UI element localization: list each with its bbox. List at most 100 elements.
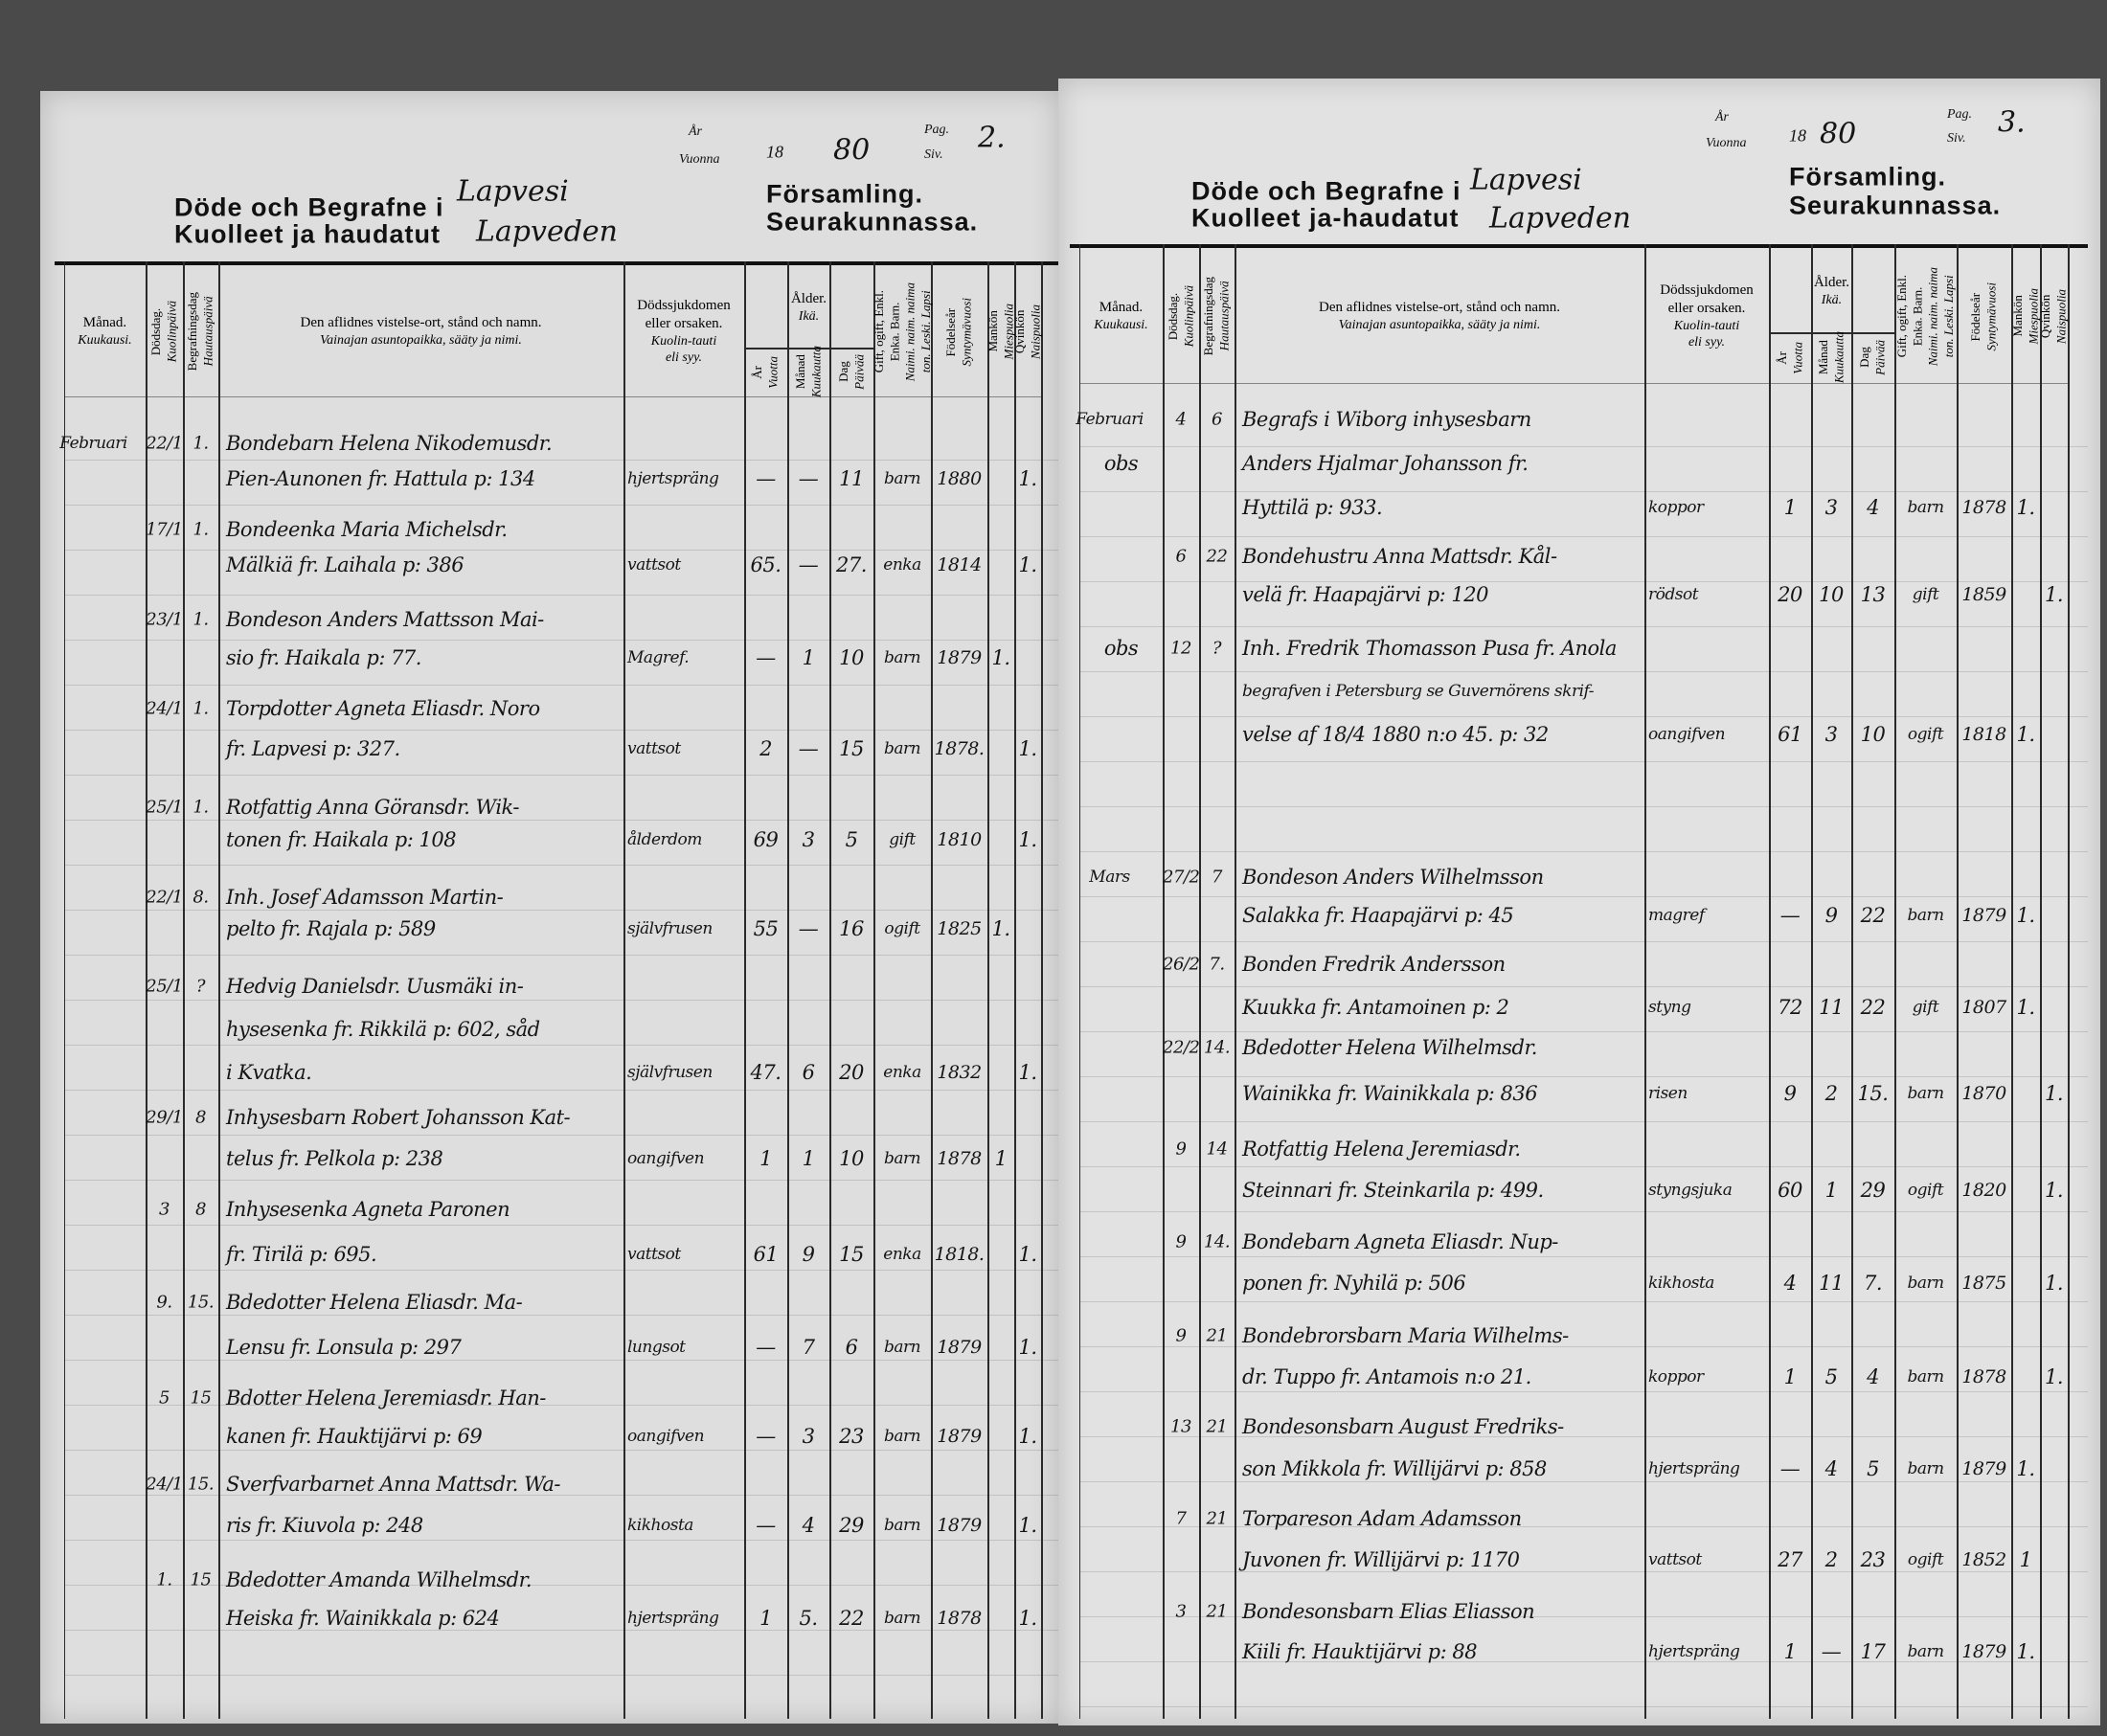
year-label-sv: År xyxy=(689,124,702,139)
entry-male-count: 1. xyxy=(2016,996,2035,1019)
column-header-text: Mankön xyxy=(2009,295,2025,338)
column-header-text: Ikä. xyxy=(1821,292,1843,307)
entry-age-years: 1 xyxy=(759,1147,772,1170)
column-divider xyxy=(623,261,625,1719)
entry-civil-status: barn xyxy=(1907,1459,1944,1478)
entry-description-line: Bondeenka Maria Michelsdr. xyxy=(226,518,508,541)
column-divider xyxy=(1851,244,1853,1719)
column-divider xyxy=(218,261,220,1719)
entry-female-count: 1. xyxy=(2044,583,2064,606)
entry-description-line: Kuukka fr. Antamoinen p: 2 xyxy=(1242,996,1509,1019)
entry-description-line: Bdedotter Amanda Wilhelmsdr. xyxy=(226,1568,532,1591)
column-header-text: eli syy. xyxy=(665,350,703,366)
entry-age-years: — xyxy=(756,1514,776,1537)
entry-age-days: 27. xyxy=(836,553,867,576)
entry-age-months: 5 xyxy=(1824,1365,1838,1388)
column-divider xyxy=(1644,244,1646,1719)
entry-description-line: Steinnari fr. Steinkarila p: 499. xyxy=(1242,1179,1544,1202)
year-label-fi: Vuonna xyxy=(679,152,720,167)
year-label-fi: Vuonna xyxy=(1706,136,1747,150)
entry-female-count: 1. xyxy=(1018,467,1037,490)
entry-birth-year: 1879 xyxy=(1961,1458,2006,1479)
column-header-male: Mankön Miespuolia xyxy=(986,267,1015,396)
entry-birth-year: 1878. xyxy=(934,738,985,759)
entry-age-days: 5 xyxy=(1867,1457,1879,1480)
entry-male-count: 1. xyxy=(2016,1457,2035,1480)
entry-month: Februari xyxy=(59,434,127,453)
entry-birth-year: 1878 xyxy=(937,1148,982,1169)
entry-civil-status: ogift xyxy=(1907,725,1944,744)
entry-female-count: 1. xyxy=(1018,828,1037,851)
column-divider xyxy=(146,261,147,1719)
entry-burial-day: 8. xyxy=(193,887,209,908)
entry-age-years: 1 xyxy=(1783,496,1797,519)
column-header-cause: Dödssjukdomen eller orsaken. Kuolin-tauti e… xyxy=(1644,250,1769,383)
entry-age-months: 3 xyxy=(802,1425,815,1448)
column-header-text: Gift, ogift, Enkl. xyxy=(1894,275,1909,358)
page-label-fi: Siv. xyxy=(1947,131,1966,146)
header-bottom-rule xyxy=(64,396,1041,397)
entry-age-years: — xyxy=(756,467,776,490)
column-divider xyxy=(829,261,831,1719)
entry-burial-day: 7. xyxy=(1209,954,1225,975)
column-header-death-day: Dödsdag. Kuolinpäivä xyxy=(146,267,183,396)
header-top-rule xyxy=(55,261,1058,265)
entry-death-day: 22/2 xyxy=(1163,1037,1200,1058)
column-header-text: Kuolin-tauti xyxy=(650,333,717,349)
entry-description-line: Bdedotter Helena Wilhelmsdr. xyxy=(1242,1036,1537,1059)
column-header-description: Den aflidnes vistelse-ort, stånd och nam… xyxy=(1235,250,1644,383)
column-header-text: Födelseår xyxy=(1968,292,1983,341)
column-header-male: Mankön Miespuolia xyxy=(2009,250,2040,383)
entry-description-line: kanen fr. Hauktijärvi p: 69 xyxy=(226,1425,483,1448)
entry-age-months: 4 xyxy=(802,1514,815,1537)
entry-age-years: 60 xyxy=(1778,1179,1802,1202)
page-label-sv: Pag. xyxy=(924,123,950,137)
column-header-age-years: År Vuotta xyxy=(744,348,787,396)
entry-age-years: — xyxy=(756,1336,776,1359)
entry-death-day: 22/1 xyxy=(146,887,183,908)
column-header-text: Naispuolia xyxy=(2053,288,2069,345)
entry-age-days: 22 xyxy=(839,1607,864,1630)
entry-cause-of-death: vattsot xyxy=(627,739,681,758)
entry-burial-day: 21 xyxy=(1206,1601,1228,1622)
column-divider xyxy=(1163,244,1165,1719)
entry-cause-of-death: rödsot xyxy=(1648,585,1699,604)
entry-age-years: 4 xyxy=(1783,1272,1797,1295)
entry-age-years: 1 xyxy=(1783,1365,1797,1388)
entry-birth-year: 1879 xyxy=(937,1426,982,1447)
entry-cause-of-death: koppor xyxy=(1648,1367,1704,1387)
entry-birth-year: 1878 xyxy=(1961,497,2006,518)
entry-burial-day: 21 xyxy=(1206,1325,1228,1346)
entry-age-years: — xyxy=(1779,904,1801,927)
column-header-text: Kuolinpäivä xyxy=(164,301,179,363)
entry-civil-status: barn xyxy=(883,1427,921,1446)
year-suffix: 80 xyxy=(1820,117,1857,151)
ruled-lines xyxy=(1079,402,2088,1719)
entry-civil-status: gift xyxy=(1912,585,1939,604)
entry-age-days: 15 xyxy=(839,1243,864,1266)
entry-civil-status: barn xyxy=(1907,498,1944,517)
column-header-text: Hautauspäivä xyxy=(1216,282,1232,351)
column-header-text: Kuukautta xyxy=(1831,331,1846,384)
column-header-month: Månad. Kuukausi. xyxy=(64,267,146,396)
entry-age-months: 10 xyxy=(1819,583,1844,606)
column-header-text: Hautauspäivä xyxy=(200,297,215,367)
entry-birth-year: 1818. xyxy=(934,1244,985,1265)
entry-birth-year: 1879 xyxy=(1961,905,2006,926)
column-header-text: Kuukautta xyxy=(808,346,823,398)
entry-description-line: Torpareson Adam Adamsson xyxy=(1242,1507,1522,1530)
entry-age-years: 1 xyxy=(1783,1640,1797,1663)
entry-death-day: 25/1 xyxy=(146,797,183,818)
page-label-sv: Pag. xyxy=(1947,107,1973,122)
entry-age-days: 15 xyxy=(839,737,864,760)
entry-death-day: 13 xyxy=(1170,1416,1191,1437)
column-header-civil-status: Gift, ogift, Enkl. Enka. Barn. Naimi. naim… xyxy=(1894,250,1957,383)
entry-female-count: 1. xyxy=(2044,1082,2064,1105)
entry-month: Mars xyxy=(1089,868,1130,887)
column-header-text: Päivää xyxy=(851,354,866,390)
entry-age-months: 11 xyxy=(1819,996,1844,1019)
entry-male-count: 1. xyxy=(2016,723,2035,746)
column-header-age-years: År Vuotta xyxy=(1769,332,1811,383)
register-title-fi: Kuolleet ja-haudatut xyxy=(1191,203,1460,233)
entry-female-count: 1. xyxy=(1018,1061,1037,1084)
